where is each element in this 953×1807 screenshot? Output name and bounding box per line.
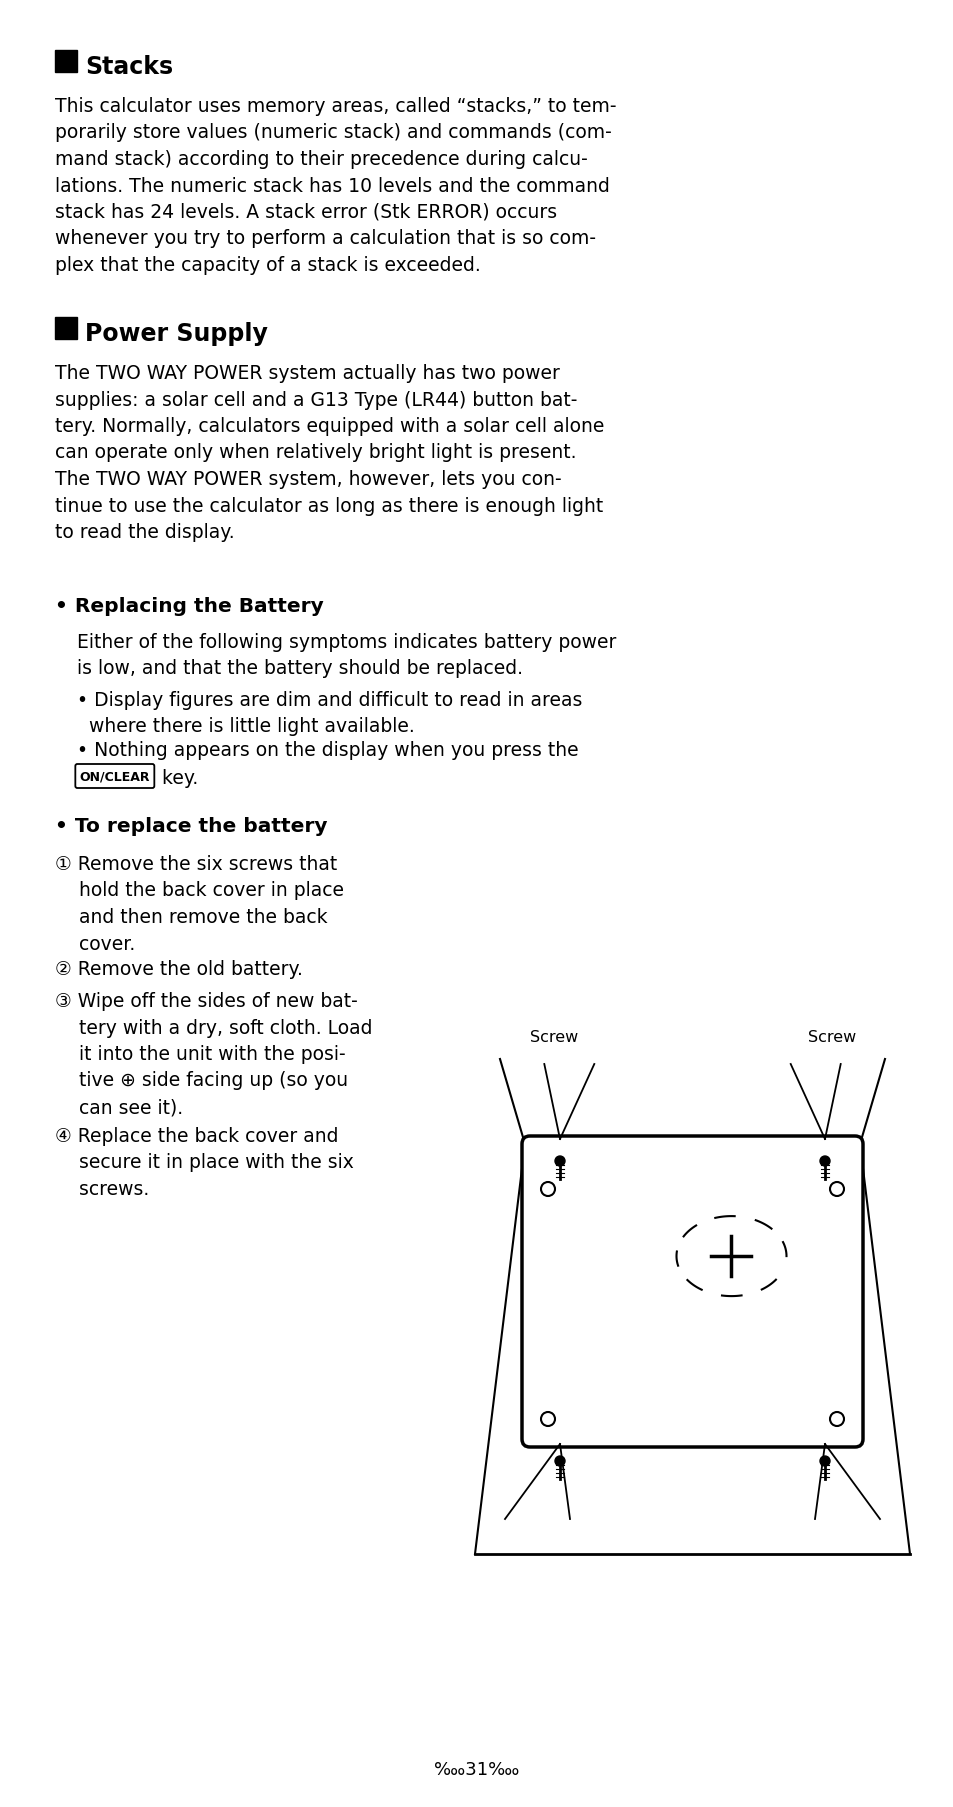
Text: • Nothing appears on the display when you press the: • Nothing appears on the display when yo… xyxy=(77,741,578,759)
Text: ② Remove the old battery.: ② Remove the old battery. xyxy=(55,960,303,978)
Text: ④ Replace the back cover and
    secure it in place with the six
    screws.: ④ Replace the back cover and secure it i… xyxy=(55,1126,354,1198)
Text: ① Remove the six screws that
    hold the back cover in place
    and then remov: ① Remove the six screws that hold the ba… xyxy=(55,855,344,952)
Text: Screw: Screw xyxy=(530,1030,578,1044)
Text: • To replace the battery: • To replace the battery xyxy=(55,817,328,835)
Text: The TWO WAY POWER system actually has two power
supplies: a solar cell and a G13: The TWO WAY POWER system actually has tw… xyxy=(55,363,604,542)
Circle shape xyxy=(820,1156,829,1166)
Circle shape xyxy=(540,1182,555,1196)
Text: Power Supply: Power Supply xyxy=(85,322,268,345)
Circle shape xyxy=(540,1413,555,1426)
Text: ON/CLEAR: ON/CLEAR xyxy=(79,770,150,782)
Circle shape xyxy=(555,1456,564,1465)
FancyBboxPatch shape xyxy=(75,764,154,788)
Circle shape xyxy=(829,1413,843,1426)
Circle shape xyxy=(555,1156,564,1166)
Circle shape xyxy=(820,1456,829,1465)
Text: This calculator uses memory areas, called “stacks,” to tem-
porarily store value: This calculator uses memory areas, calle… xyxy=(55,98,617,275)
Text: Either of the following symptoms indicates battery power
is low, and that the ba: Either of the following symptoms indicat… xyxy=(77,632,616,678)
Text: ③ Wipe off the sides of new bat-
    tery with a dry, soft cloth. Load
    it in: ③ Wipe off the sides of new bat- tery wi… xyxy=(55,992,373,1117)
Text: key.: key. xyxy=(156,768,198,788)
Text: • Display figures are dim and difficult to read in areas
  where there is little: • Display figures are dim and difficult … xyxy=(77,690,582,735)
Bar xyxy=(55,318,77,340)
Text: Screw: Screw xyxy=(807,1030,856,1044)
FancyBboxPatch shape xyxy=(521,1137,862,1447)
Bar xyxy=(55,51,77,72)
Circle shape xyxy=(829,1182,843,1196)
Text: ‱31‱: ‱31‱ xyxy=(434,1760,519,1778)
Text: • Replacing the Battery: • Replacing the Battery xyxy=(55,596,324,616)
Text: Stacks: Stacks xyxy=(85,54,173,80)
